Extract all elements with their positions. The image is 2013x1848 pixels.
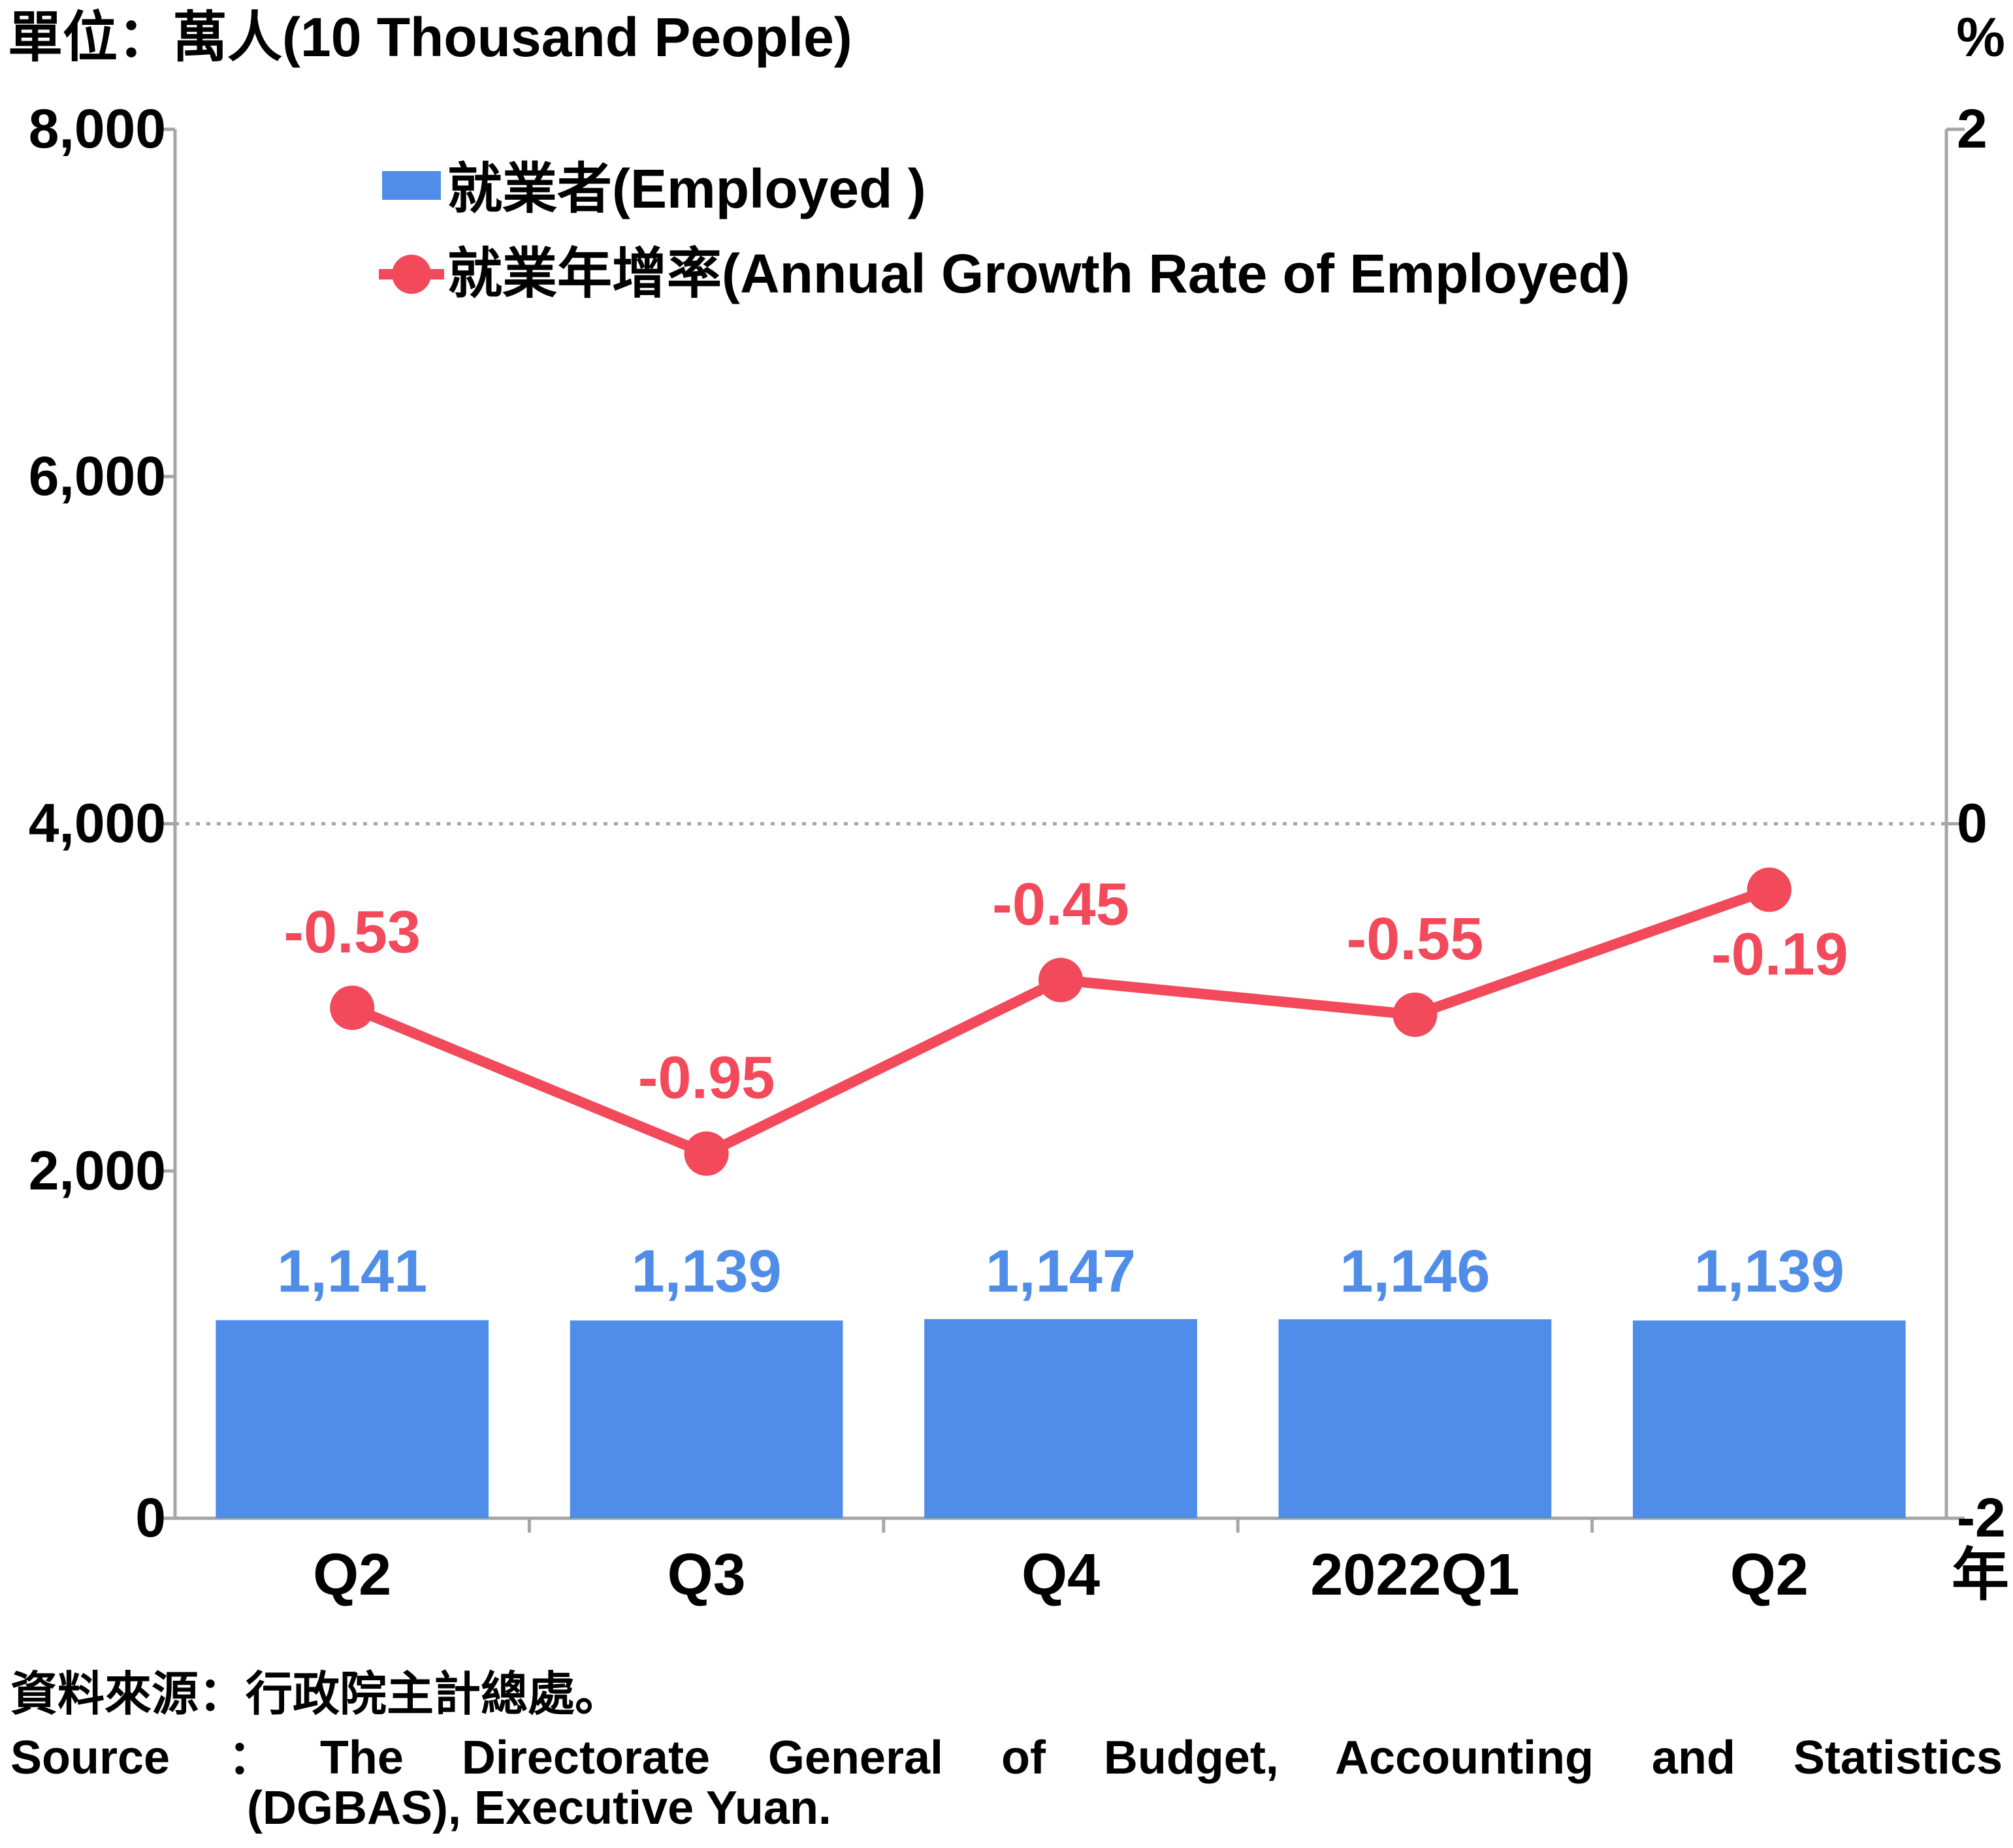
- employed-bar-value-label: 1,139: [631, 1238, 781, 1305]
- x-axis-category-label: 2022Q1: [1310, 1542, 1519, 1608]
- left-axis-tick-label: 0: [135, 1487, 166, 1548]
- employed-bar: [570, 1320, 843, 1518]
- legend-swatch-growth-marker: [392, 255, 431, 294]
- legend-swatch-employed: [382, 171, 441, 200]
- legend-label-growth: 就業年增率(Annual Growth Rate of Employed): [447, 243, 1630, 304]
- growth-rate-value-label: -0.53: [283, 899, 421, 965]
- left-axis-tick-label: 4,000: [29, 793, 166, 854]
- growth-rate-point: [330, 985, 375, 1030]
- x-axis-category-label: Q3: [668, 1542, 746, 1608]
- employed-bar: [1632, 1320, 1906, 1518]
- growth-rate-point: [1747, 867, 1792, 912]
- right-axis-tick-label: 2: [1957, 98, 1988, 159]
- growth-rate-point: [1039, 957, 1083, 1002]
- right-axis-unit-label: %: [1956, 7, 2005, 68]
- employed-bar-value-label: 1,139: [1694, 1238, 1844, 1305]
- growth-rate-value-label: -0.19: [1711, 921, 1848, 988]
- growth-rate-value-label: -0.45: [992, 871, 1129, 938]
- line-series: [330, 867, 1792, 1176]
- x-axis-category-label: Q2: [313, 1542, 391, 1608]
- left-axis-unit-label: 單位：萬人(10 Thousand People): [8, 7, 852, 68]
- employed-bar: [924, 1319, 1197, 1518]
- source-note-en-continued: (DGBAS), Executive Yuan.: [247, 1782, 831, 1834]
- x-axis-unit-label: 年: [1952, 1542, 2009, 1607]
- growth-rate-value-label: -0.95: [638, 1045, 775, 1111]
- source-note-en: Source ：The Directorate General of Budge…: [10, 1732, 2003, 1784]
- left-axis-tick-label: 8,000: [29, 98, 166, 159]
- employed-bar-value-label: 1,146: [1340, 1238, 1490, 1305]
- x-axis-category-label: Q2: [1730, 1542, 1809, 1608]
- right-axis-tick-label: 0: [1957, 793, 1988, 854]
- employed-bar: [216, 1320, 489, 1518]
- employed-bar-value-label: 1,147: [986, 1238, 1136, 1305]
- employed-bar-value-label: 1,141: [277, 1238, 427, 1305]
- right-axis-tick-label: -2: [1957, 1487, 2006, 1548]
- legend-label-employed: 就業者(Employed ): [447, 158, 926, 219]
- employed-bar: [1278, 1319, 1552, 1518]
- legend: 就業者(Employed ) 就業年增率(Annual Growth Rate o…: [379, 158, 1630, 304]
- growth-rate-point: [1393, 992, 1438, 1037]
- left-axis-tick-label: 2,000: [29, 1139, 166, 1201]
- axes: 0 2,000 4,000 6,000 8,000 -2 0 2 單位：萬人(10 Thousa…: [8, 7, 2009, 1608]
- left-axis-tick-label: 6,000: [29, 445, 166, 507]
- growth-rate-value-label: -0.55: [1347, 906, 1484, 972]
- bar-series: [216, 1319, 1906, 1518]
- source-note-zh: 資料來源：行政院主計總處。: [10, 1668, 622, 1721]
- x-axis-category-label: Q4: [1022, 1542, 1100, 1608]
- labels: 1,141 1,139 1,147 1,146 1,139 -0.53 -0.95 -0.45…: [277, 871, 1848, 1305]
- growth-rate-point: [684, 1131, 729, 1176]
